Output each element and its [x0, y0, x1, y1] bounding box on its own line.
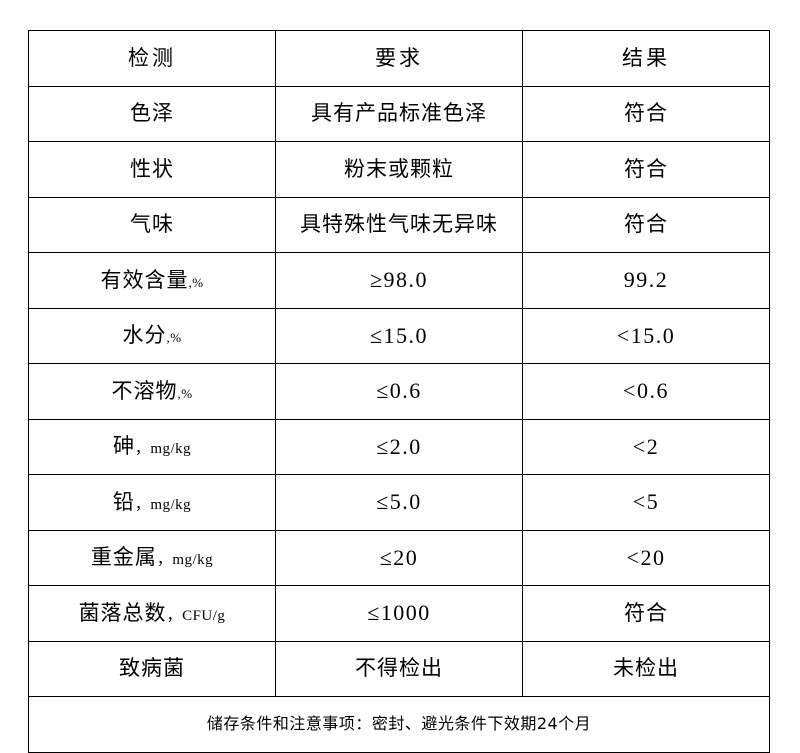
- table-row: 致病菌 不得检出 未检出: [28, 640, 770, 697]
- cell-result: <5: [522, 474, 770, 531]
- column-header-item: 检测: [28, 30, 276, 87]
- cell-requirement: ≤20: [275, 529, 523, 586]
- table-row: 水分,% ≤15.0 <15.0: [28, 307, 770, 364]
- table-row: 色泽 具有产品标准色泽 符合: [28, 85, 770, 142]
- table-row: 砷，mg/kg ≤2.0 <2: [28, 418, 770, 475]
- cell-result: <20: [522, 529, 770, 586]
- cell-result: <15.0: [522, 307, 770, 364]
- cell-item: 水分,%: [28, 307, 276, 364]
- cell-requirement: 具特殊性气味无异味: [275, 196, 523, 253]
- cell-item: 有效含量,%: [28, 252, 276, 309]
- cell-result: 符合: [522, 141, 770, 198]
- product-specification-table: 检测 要求 结果 色泽 具有产品标准色泽 符合 性状 粉末或颗粒 符合 气味 具…: [28, 30, 770, 753]
- table-row: 重金属，mg/kg ≤20 <20: [28, 529, 770, 586]
- table-header-row: 检测 要求 结果: [28, 30, 770, 87]
- cell-result: 符合: [522, 196, 770, 253]
- cell-requirement: 具有产品标准色泽: [275, 85, 523, 142]
- cell-requirement: 不得检出: [275, 640, 523, 697]
- cell-item: 重金属，mg/kg: [28, 529, 276, 586]
- cell-result: 符合: [522, 585, 770, 642]
- table-row: 性状 粉末或颗粒 符合: [28, 141, 770, 198]
- cell-result: 符合: [522, 85, 770, 142]
- table-row: 铅，mg/kg ≤5.0 <5: [28, 474, 770, 531]
- storage-conditions-note: 储存条件和注意事项：密封、避光条件下效期24个月: [28, 696, 770, 753]
- cell-item: 铅，mg/kg: [28, 474, 276, 531]
- table-row: 气味 具特殊性气味无异味 符合: [28, 196, 770, 253]
- cell-result: 未检出: [522, 640, 770, 697]
- cell-requirement: ≤1000: [275, 585, 523, 642]
- table-row: 有效含量,% ≥98.0 99.2: [28, 252, 770, 309]
- column-header-result: 结果: [522, 30, 770, 87]
- cell-item: 气味: [28, 196, 276, 253]
- table-row: 不溶物,% ≤0.6 <0.6: [28, 363, 770, 420]
- cell-requirement: ≥98.0: [275, 252, 523, 309]
- cell-item: 致病菌: [28, 640, 276, 697]
- cell-item: 砷，mg/kg: [28, 418, 276, 475]
- cell-requirement: 粉末或颗粒: [275, 141, 523, 198]
- cell-result: 99.2: [522, 252, 770, 309]
- cell-result: <2: [522, 418, 770, 475]
- cell-item: 不溶物,%: [28, 363, 276, 420]
- cell-requirement: ≤2.0: [275, 418, 523, 475]
- table-footer-row: 储存条件和注意事项：密封、避光条件下效期24个月: [28, 696, 770, 753]
- cell-item: 菌落总数，CFU/g: [28, 585, 276, 642]
- cell-requirement: ≤0.6: [275, 363, 523, 420]
- cell-requirement: ≤5.0: [275, 474, 523, 531]
- cell-item: 色泽: [28, 85, 276, 142]
- cell-result: <0.6: [522, 363, 770, 420]
- cell-requirement: ≤15.0: [275, 307, 523, 364]
- column-header-requirement: 要求: [275, 30, 523, 87]
- cell-item: 性状: [28, 141, 276, 198]
- table-row: 菌落总数，CFU/g ≤1000 符合: [28, 585, 770, 642]
